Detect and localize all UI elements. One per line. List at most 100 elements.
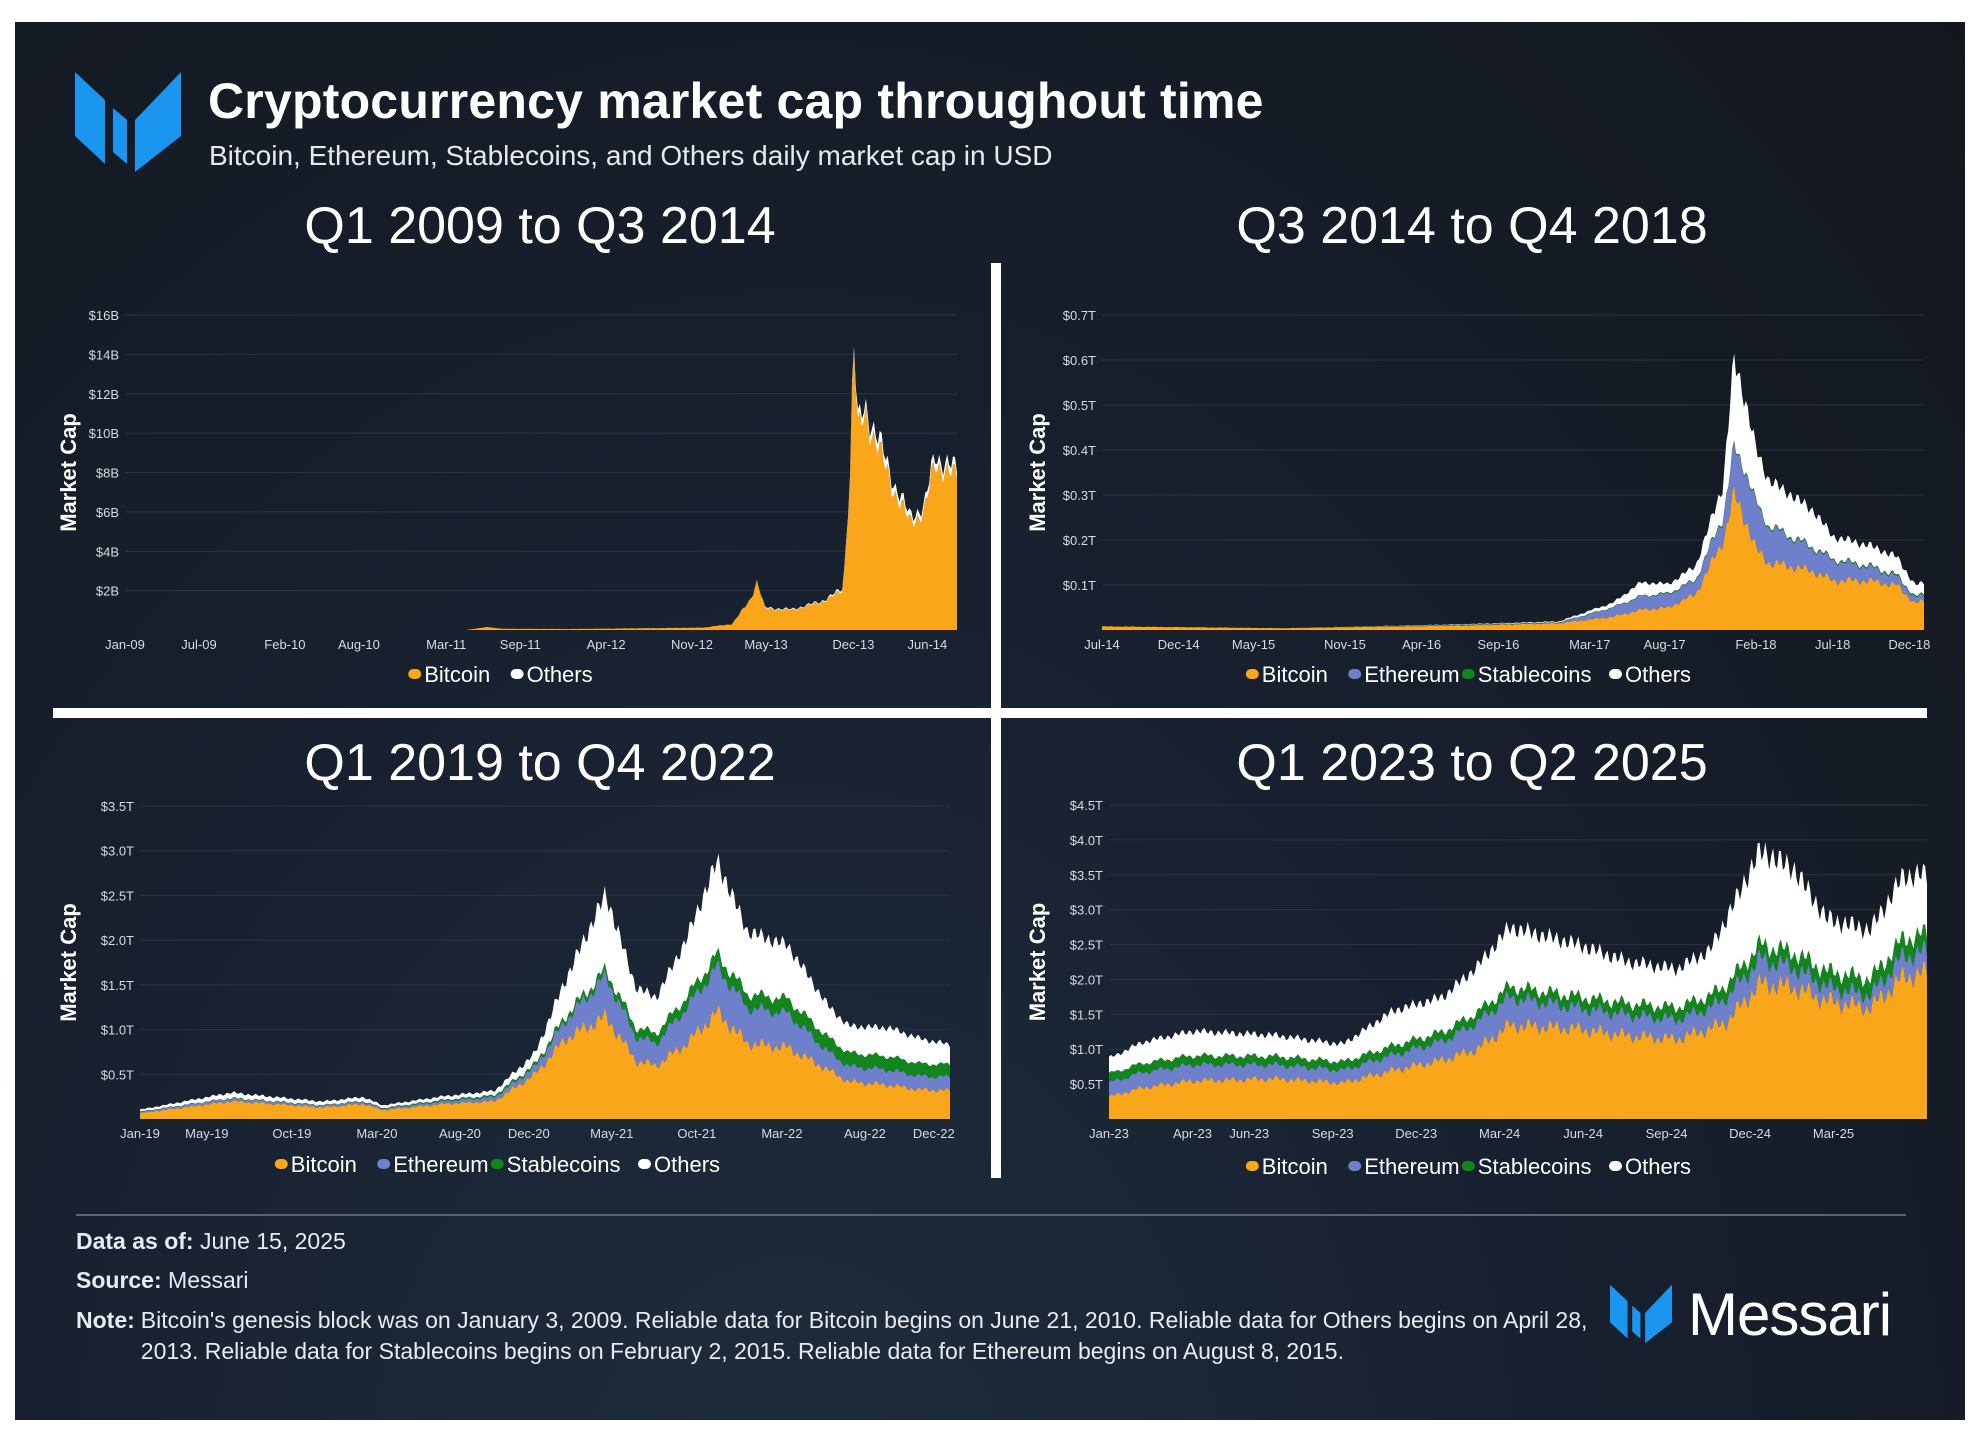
legend: Bitcoin Others: [408, 662, 593, 687]
y-tick-label: $1.5T: [1070, 1007, 1103, 1022]
x-tick-label: Aug-22: [844, 1126, 886, 1141]
source-value: Messari: [168, 1267, 249, 1293]
area-ethereum: [1102, 441, 1924, 629]
x-tick-label: May-21: [590, 1126, 633, 1141]
messari-logo-icon: [75, 72, 181, 172]
brand-logo: Messari: [1610, 1280, 1892, 1348]
area-ethereum: [1109, 940, 1927, 1097]
x-tick-label: Sep-23: [1312, 1126, 1354, 1141]
legend-label-stablecoins: Stablecoins: [507, 1152, 621, 1177]
x-tick-label: Feb-18: [1735, 637, 1776, 652]
y-axis-label: Market Cap: [1025, 413, 1050, 532]
x-tick-label: Sep-16: [1477, 637, 1519, 652]
x-tick-label: Dec-20: [508, 1126, 550, 1141]
infographic-card: [15, 22, 1965, 1420]
y-tick-label: $10B: [89, 426, 119, 441]
area-others: [1102, 353, 1924, 629]
y-tick-label: $4B: [96, 544, 119, 559]
y-tick-label: $12B: [89, 387, 119, 402]
panel-title-3: Q1 2019 to Q4 2022: [304, 734, 776, 792]
x-tick-label: Mar-22: [761, 1126, 802, 1141]
y-tick-label: $2.5T: [101, 888, 134, 903]
x-tick-label: Dec-24: [1729, 1126, 1771, 1141]
x-tick-label: Sep-24: [1646, 1126, 1688, 1141]
chart-title: Cryptocurrency market cap throughout tim…: [208, 73, 1264, 129]
legend-swatch-ethereum: [377, 1159, 391, 1169]
brand-name: Messari: [1688, 1280, 1892, 1348]
panel-title-2: Q3 2014 to Q4 2018: [1236, 197, 1708, 255]
x-tick-label: Mar-11: [426, 637, 466, 652]
legend-label-stablecoins: Stablecoins: [1478, 1154, 1592, 1179]
source-label: Source:: [76, 1267, 162, 1293]
chart-subtitle: Bitcoin, Ethereum, Stablecoins, and Othe…: [209, 140, 1053, 171]
y-tick-label: $0.2T: [1063, 533, 1096, 548]
x-tick-label: Apr-23: [1173, 1126, 1212, 1141]
legend-label-bitcoin: Bitcoin: [424, 662, 490, 687]
x-tick-label: Jul-09: [181, 637, 216, 652]
legend-swatch-ethereum: [1348, 1161, 1362, 1171]
source: Source: Messari: [76, 1267, 249, 1294]
area-ethereum: [140, 959, 950, 1114]
legend-swatch-ethereum: [1348, 669, 1362, 679]
x-tick-label: Oct-21: [677, 1126, 716, 1141]
x-tick-label: Mar-20: [356, 1126, 397, 1141]
vertical-divider: [991, 263, 1001, 1178]
area-others: [125, 346, 957, 630]
legend: Bitcoin Ethereum Stablecoins Others: [1245, 1154, 1691, 1179]
x-tick-label: Jun-24: [1563, 1126, 1603, 1141]
x-tick-label: Apr-16: [1402, 637, 1441, 652]
legend-label-others: Others: [1625, 1154, 1691, 1179]
legend-label-bitcoin: Bitcoin: [1262, 662, 1328, 687]
note-text: Bitcoin's genesis block was on January 3…: [140, 1307, 1588, 1364]
area-others: [1109, 842, 1927, 1073]
y-tick-label: $1.5T: [101, 978, 134, 993]
y-tick-label: $1.0T: [101, 1023, 134, 1038]
x-tick-label: May-13: [744, 637, 787, 652]
x-tick-label: Jan-19: [120, 1126, 160, 1141]
x-tick-label: May-15: [1232, 637, 1275, 652]
y-tick-label: $14B: [89, 347, 119, 362]
legend-label-stablecoins: Stablecoins: [1478, 662, 1592, 687]
legend-swatch-others: [510, 669, 524, 679]
x-tick-label: Aug-10: [338, 637, 380, 652]
legend: Bitcoin Ethereum Stablecoins Others: [274, 1152, 720, 1177]
legend-swatch-others: [1609, 669, 1622, 679]
y-tick-label: $0.4T: [1063, 443, 1096, 458]
y-tick-label: $0.5T: [1070, 1077, 1103, 1092]
area-bitcoin: [125, 352, 957, 630]
legend-label-others: Others: [527, 662, 593, 687]
area-bitcoin: [1109, 961, 1927, 1119]
x-tick-label: May-19: [185, 1126, 228, 1141]
x-tick-label: Jan-09: [105, 637, 145, 652]
legend-swatch-bitcoin: [1245, 1161, 1259, 1171]
x-tick-label: Jun-23: [1229, 1126, 1269, 1141]
area-bitcoin: [140, 1003, 950, 1119]
area-others: [140, 853, 950, 1112]
y-tick-label: $0.3T: [1063, 488, 1096, 503]
x-tick-label: Oct-19: [272, 1126, 311, 1141]
y-axis-label: Market Cap: [56, 903, 81, 1022]
panel-title-1: Q1 2009 to Q3 2014: [304, 197, 776, 255]
chart-panel-1: $2B $4B $6B $8B $10B $12B $14B $16B Jan-09 Jul-09…: [56, 308, 957, 687]
x-tick-label: Mar-25: [1813, 1126, 1854, 1141]
area-bitcoin: [1102, 484, 1924, 630]
x-tick-label: Aug-17: [1644, 637, 1686, 652]
chart-panel-3: $0.5T $1.0T $1.5T $2.0T $2.5T $3.0T $3.5T Jan-1…: [56, 799, 955, 1177]
legend: Bitcoin Ethereum Stablecoins Others: [1245, 662, 1691, 687]
y-tick-label: $3.0T: [101, 844, 134, 859]
x-tick-label: Aug-20: [439, 1126, 481, 1141]
data-as-of-label: Data as of:: [76, 1228, 194, 1254]
legend-swatch-others: [638, 1159, 651, 1169]
footer-divider: [76, 1214, 1906, 1216]
y-tick-label: $2.0T: [101, 933, 134, 948]
legend-swatch-stablecoins: [1461, 669, 1475, 679]
y-tick-label: $6B: [96, 505, 119, 520]
legend-label-ethereum: Ethereum: [393, 1152, 488, 1177]
y-tick-label: $0.5T: [101, 1067, 134, 1082]
data-as-of: Data as of: June 15, 2025: [76, 1228, 346, 1255]
y-tick-label: $3.5T: [101, 799, 134, 814]
legend-label-others: Others: [1625, 662, 1691, 687]
x-tick-label: Feb-10: [264, 637, 305, 652]
y-axis-label: Market Cap: [56, 413, 81, 532]
x-tick-label: Dec-23: [1395, 1126, 1437, 1141]
